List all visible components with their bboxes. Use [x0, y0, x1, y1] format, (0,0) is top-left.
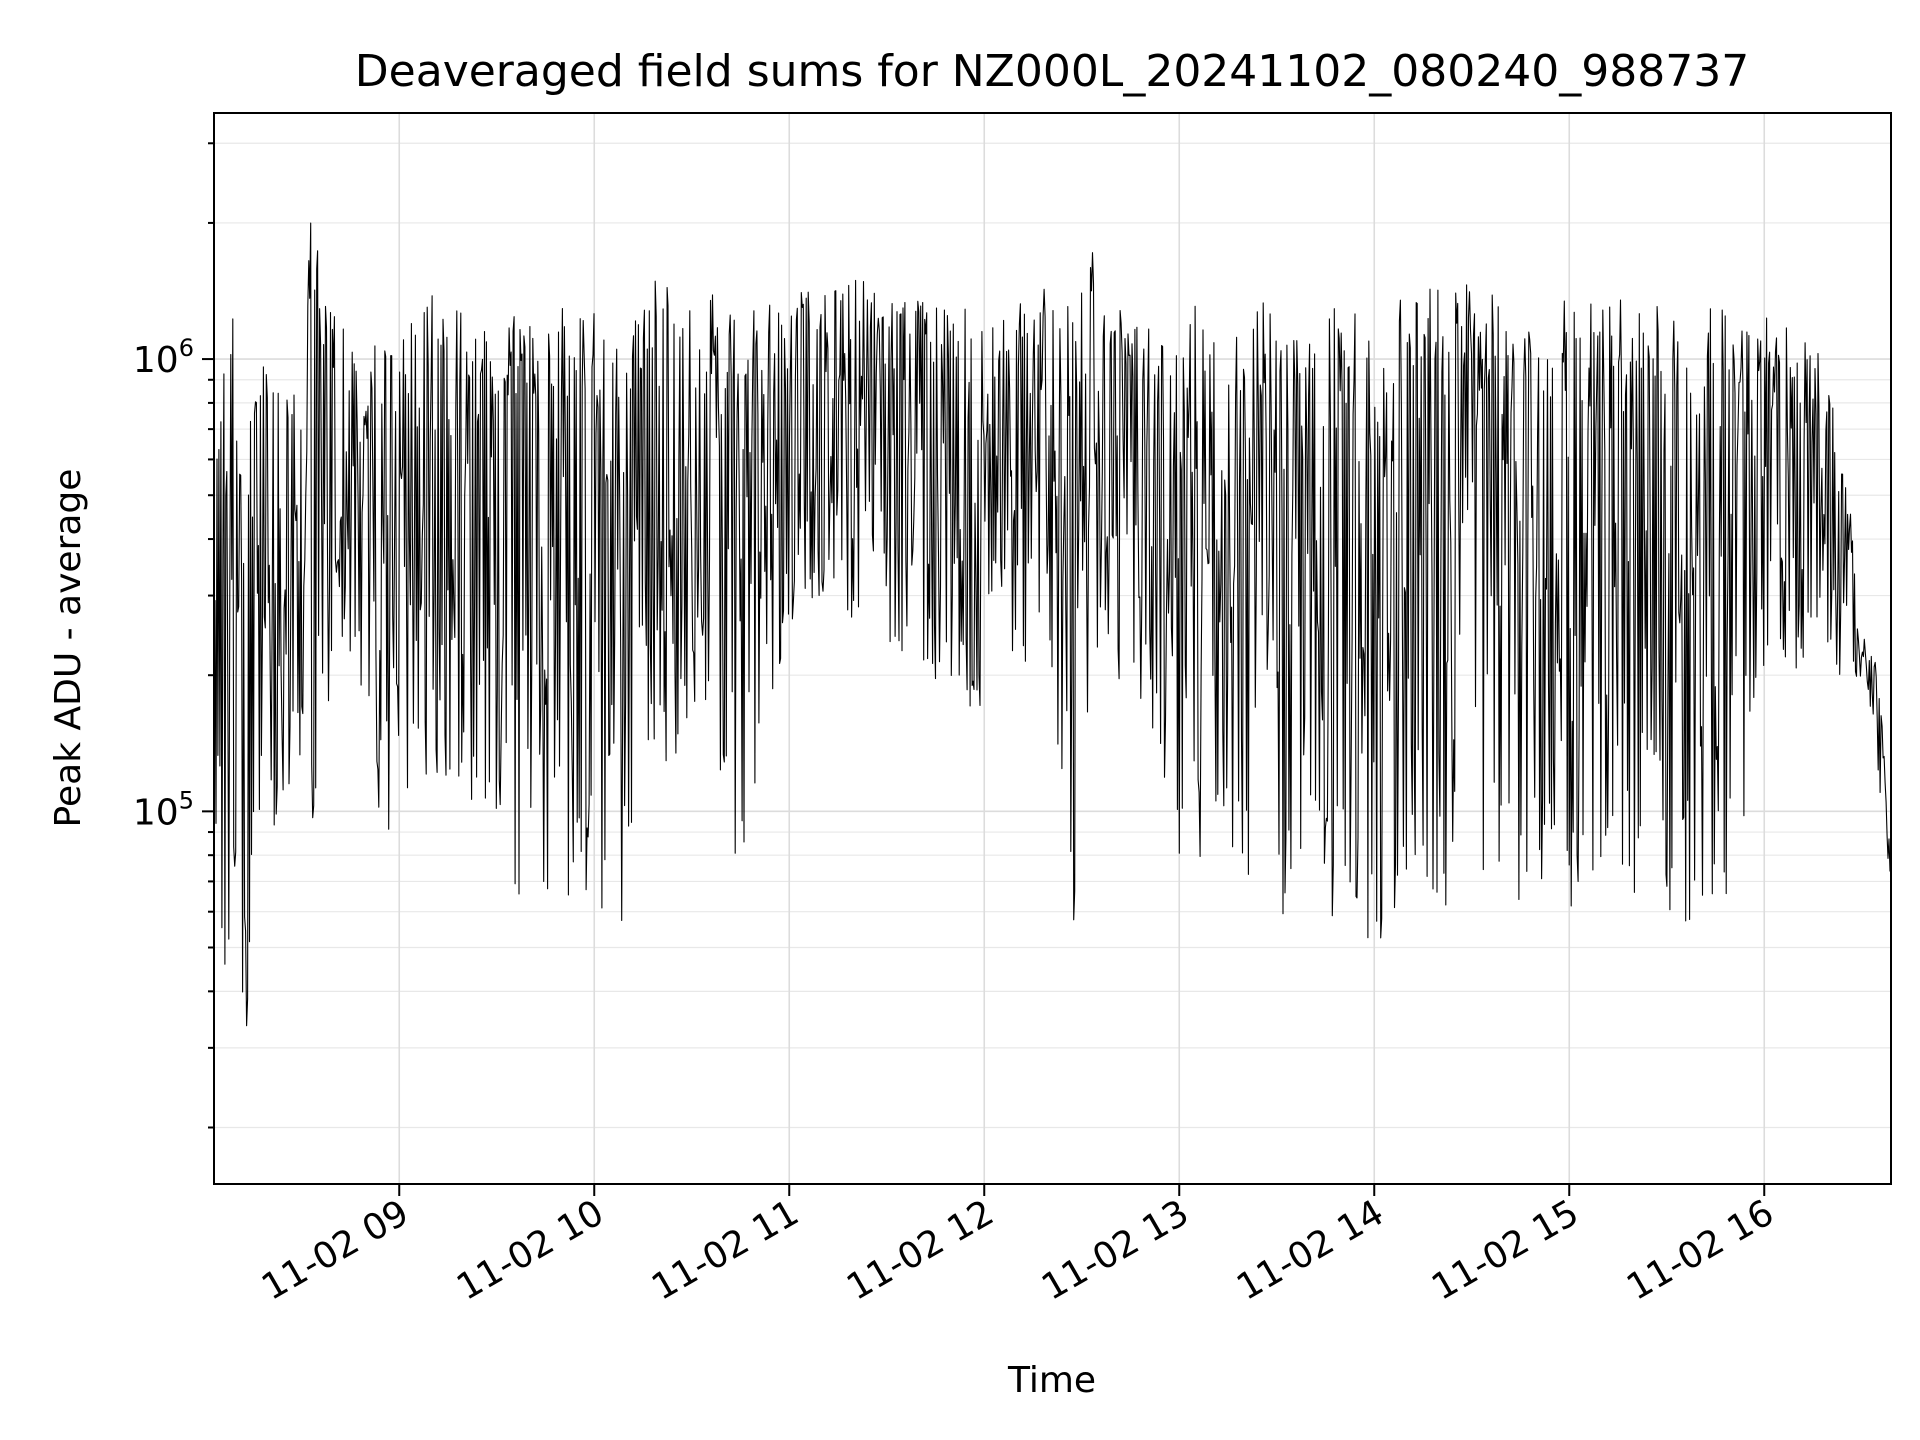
x-tick-label: 11-02 14: [1230, 1192, 1391, 1308]
x-tick-label: 11-02 13: [1035, 1192, 1196, 1308]
x-tick-label: 11-02 15: [1425, 1192, 1586, 1308]
x-tick-label: 11-02 12: [840, 1192, 1001, 1308]
y-tick-label: 105: [133, 786, 194, 833]
x-ticks: 11-02 09 11-02 10 11-02 11 11-02 12 11-02 13…: [255, 1184, 1781, 1309]
chart-title: Deaveraged field sums for NZ000L_2024110…: [355, 46, 1749, 97]
y-ticks: 105 106: [133, 142, 214, 1129]
y-tick-label: 106: [133, 334, 194, 381]
x-axis-label: Time: [1007, 1360, 1096, 1401]
data-series-line: [213, 222, 1892, 1027]
x-tick-label: 11-02 10: [450, 1192, 611, 1308]
x-tick-label: 11-02 09: [255, 1192, 416, 1308]
plot-frame: [213, 112, 1892, 1185]
x-tick-label: 11-02 16: [1620, 1192, 1781, 1308]
y-axis-label: Peak ADU - average: [48, 469, 89, 828]
x-tick-label: 11-02 11: [645, 1192, 806, 1308]
series-group: [213, 222, 1892, 1027]
